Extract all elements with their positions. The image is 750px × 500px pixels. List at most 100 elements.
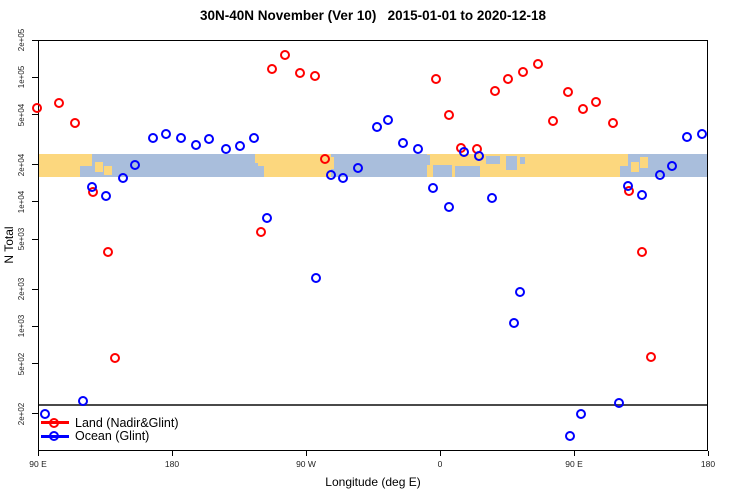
data-point-land <box>443 109 454 120</box>
data-point-ocean <box>372 122 383 133</box>
band-ocean-patch <box>426 154 431 166</box>
y-axis-tick-label: 5e+03 <box>17 228 26 251</box>
legend-land-marker <box>49 417 59 428</box>
legend-land-label: Land (Nadir&Glint) <box>75 415 179 430</box>
y-axis-tick <box>32 288 38 290</box>
data-point-ocean <box>458 147 469 157</box>
data-point-ocean <box>637 189 648 200</box>
x-axis-tick-label: 180 <box>164 459 180 469</box>
data-point-ocean <box>509 317 520 328</box>
band-land-segment <box>94 161 104 173</box>
y-axis-tick-label: 1e+05 <box>17 66 26 89</box>
data-point-land <box>533 59 544 70</box>
data-point-ocean <box>353 162 364 173</box>
y-axis-tick-label: 1e+03 <box>17 315 26 338</box>
data-point-ocean <box>190 139 201 150</box>
band-land-segment <box>639 157 649 168</box>
data-point-land <box>31 102 42 113</box>
data-point-ocean <box>338 172 349 183</box>
data-point-ocean <box>326 169 337 180</box>
data-point-land <box>309 70 320 81</box>
data-point-land <box>577 103 588 114</box>
data-point-ocean <box>682 131 693 142</box>
data-point-land <box>563 87 574 98</box>
data-point-ocean <box>655 169 666 180</box>
x-axis-tick <box>439 451 441 456</box>
data-point-ocean <box>576 409 587 420</box>
data-point-ocean <box>147 132 158 143</box>
data-point-ocean <box>564 430 575 441</box>
y-axis-tick <box>32 363 38 365</box>
band-ocean-patch <box>486 155 500 165</box>
data-point-land <box>280 49 291 60</box>
data-point-ocean <box>248 132 259 143</box>
y-axis-tick-label: 5e+02 <box>17 352 26 376</box>
band-ocean-patch <box>454 166 481 177</box>
data-point-land <box>102 246 113 257</box>
data-point-ocean <box>473 151 484 162</box>
data-point-land <box>295 67 306 78</box>
x-axis-tick <box>573 451 575 456</box>
data-point-land <box>256 227 267 238</box>
data-point-land <box>430 74 441 85</box>
y-axis-tick-label: 5e+04 <box>17 103 26 127</box>
band-ocean-patch <box>432 165 452 177</box>
data-point-land <box>70 118 81 129</box>
band-land-segment <box>255 153 259 163</box>
data-point-ocean <box>311 273 322 284</box>
x-axis-tick-label: 0 <box>437 459 443 469</box>
band-land-segment <box>620 153 628 167</box>
x-axis-tick-label: 90 E <box>565 459 583 469</box>
data-point-ocean <box>204 133 215 144</box>
legend-ocean-label: Ocean (Glint) <box>75 429 150 443</box>
data-point-ocean <box>161 128 172 139</box>
chart-title: 30N-40N November (Ver 10) 2015-01-01 to … <box>200 8 546 23</box>
data-point-ocean <box>175 132 186 143</box>
data-point-land <box>607 118 618 129</box>
data-point-land <box>320 154 331 165</box>
data-point-land <box>591 97 602 108</box>
data-point-ocean <box>235 140 246 151</box>
data-point-ocean <box>622 181 633 192</box>
y-axis-tick-label: 2e+02 <box>17 402 26 425</box>
band-land-segment <box>103 166 113 175</box>
data-point-land <box>266 63 277 74</box>
data-point-ocean <box>117 172 128 183</box>
legend-ocean-marker <box>49 431 59 441</box>
data-point-ocean <box>382 115 393 126</box>
y-axis-label: N Total <box>2 226 16 264</box>
band-ocean-patch <box>505 155 518 170</box>
data-point-ocean <box>515 287 526 298</box>
y-axis-tick <box>32 201 38 203</box>
data-point-ocean <box>427 183 438 194</box>
data-point-ocean <box>101 190 112 201</box>
band-ocean-patch <box>520 157 525 165</box>
data-point-ocean <box>487 192 498 203</box>
y-axis-tick-label: 2e+05 <box>17 28 26 52</box>
data-point-ocean <box>86 181 97 192</box>
data-point-land <box>53 98 64 109</box>
y-axis-tick <box>32 39 38 41</box>
data-point-ocean <box>77 396 88 407</box>
data-point-land <box>110 352 121 363</box>
y-axis-tick <box>32 114 38 116</box>
x-axis-tick <box>305 451 307 456</box>
data-point-land <box>490 85 501 96</box>
data-point-ocean <box>613 397 624 408</box>
data-point-land <box>646 351 657 362</box>
data-point-ocean <box>220 144 231 155</box>
band-land-segment <box>331 157 335 169</box>
data-point-ocean <box>40 409 51 420</box>
y-axis-tick-label: 2e+03 <box>17 277 26 301</box>
x-axis-tick-label: 90 W <box>296 459 316 469</box>
y-axis-tick <box>32 238 38 240</box>
band-land-segment <box>85 153 93 167</box>
data-point-ocean <box>397 137 408 148</box>
band-ocean-patch <box>258 166 265 177</box>
x-axis-tick <box>171 451 173 456</box>
reference-line <box>38 404 708 406</box>
y-axis-tick-label: 1e+04 <box>17 190 26 214</box>
data-point-ocean <box>412 144 423 155</box>
x-axis-tick-label: 90 E <box>29 459 47 469</box>
